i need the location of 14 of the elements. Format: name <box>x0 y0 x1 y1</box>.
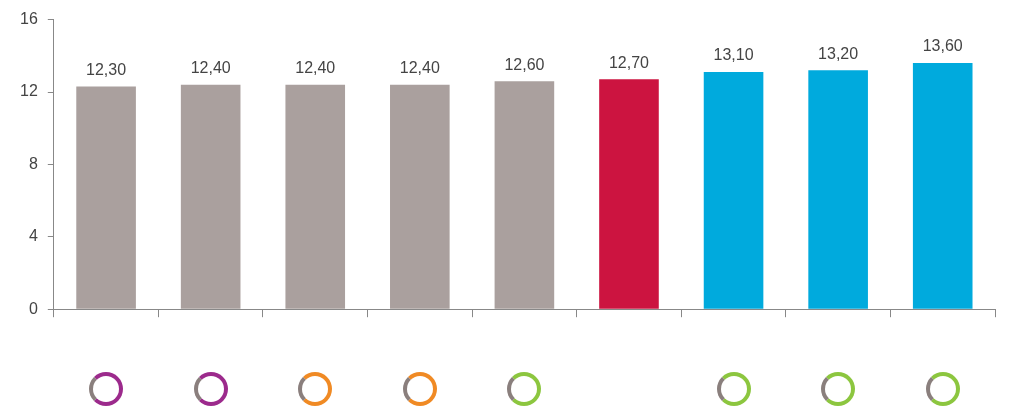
data-label: 13,20 <box>818 44 859 62</box>
y-tick-label: 4 <box>28 227 38 245</box>
data-label: 12,30 <box>86 60 127 78</box>
data-label: 12,70 <box>608 53 650 71</box>
data-label: 12,40 <box>399 59 440 77</box>
data-label: 13,10 <box>713 46 754 64</box>
y-tick-label: 12 <box>20 82 38 100</box>
data-label: 12,40 <box>295 59 336 77</box>
y-tick-label: 0 <box>28 299 38 317</box>
data-label: 12,60 <box>504 55 545 73</box>
y-tick-label: 8 <box>28 154 38 172</box>
y-tick-label: 16 <box>20 10 38 28</box>
data-label: 12,40 <box>190 59 231 77</box>
data-label: 13,60 <box>922 37 963 55</box>
